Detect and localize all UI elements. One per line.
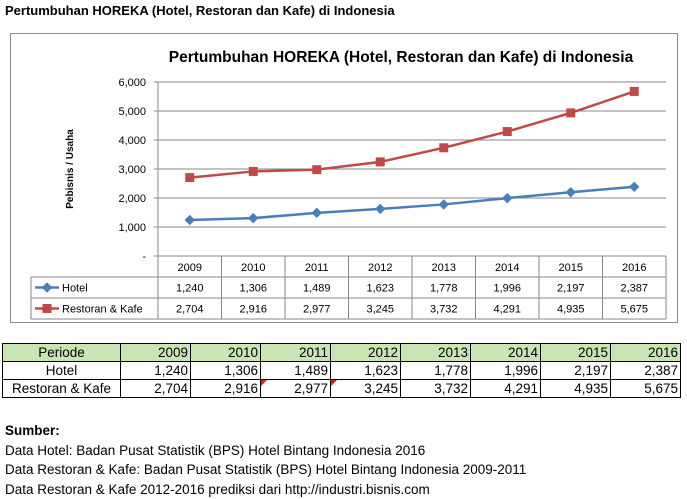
data-point [503,194,512,203]
data-label: 2,387 [620,283,648,295]
data-point [630,87,638,95]
sheet-cell: 4,935 [541,380,611,398]
data-label: 1,778 [430,283,458,295]
x-tick-label: 2011 [305,262,329,274]
sheet-cell: 1,778 [401,362,471,380]
y-tick-label: 6,000 [118,77,146,89]
sheet-cell-commented: 2,977 [261,380,331,398]
sources-block: Sumber: Data Hotel: Badan Pusat Statisti… [5,421,526,499]
data-label: 1,489 [303,283,331,295]
y-tick-label: 4,000 [118,135,146,147]
sheet-row-restoran-kafe: Restoran & Kafe 2,704 2,916 2,977 3,245 … [3,380,681,398]
x-tick-label: 2013 [432,262,456,274]
data-point [313,166,321,174]
y-tick-label: 1,000 [118,222,146,234]
sheet-cell: 1,996 [471,362,541,380]
data-point [312,208,321,217]
data-point [186,174,194,182]
sheet-cell: 1,489 [261,362,331,380]
data-point [249,167,257,175]
sheet-cell: 2,704 [121,380,191,398]
page-title: Pertumbuhan HOREKA (Hotel, Restoran dan … [5,3,395,18]
sheet-cell: 2,197 [541,362,611,380]
sheet-cell: 3,732 [401,380,471,398]
data-point [566,188,575,197]
sheet-year: 2014 [471,344,541,362]
legend-label: Restoran & Kafe [62,304,143,316]
sheet-cell: 1,623 [331,362,401,380]
x-tick-label: 2015 [559,262,583,274]
sheet-year: 2011 [261,344,331,362]
source-line: Data Restoran & Kafe: Badan Pusat Statis… [5,460,526,480]
data-label: 2,916 [239,304,267,316]
sheet-cell-commented: 3,245 [331,380,401,398]
x-tick-label: 2010 [241,262,265,274]
y-axis-label: Pebisnis / Usaha [65,129,76,209]
x-tick-label: 2009 [178,262,202,274]
sheet-year: 2016 [611,344,681,362]
data-label: 1,306 [239,283,267,295]
data-label: 1,240 [176,283,204,295]
y-tick-label: 3,000 [118,164,146,176]
data-label: 5,675 [620,304,648,316]
data-point [440,144,448,152]
data-label: 4,291 [493,304,521,316]
sheet-header-row: Periode 2009 2010 2011 2012 2013 2014 20… [3,344,681,362]
data-label: 2,977 [303,304,331,316]
chart-frame: Pertumbuhan HOREKA (Hotel, Restoran dan … [10,33,678,323]
sheet-cell: 2,387 [611,362,681,380]
sheet-cell: 1,306 [191,362,261,380]
sheet-year: 2012 [331,344,401,362]
sheet-row-label: Hotel [3,362,121,380]
data-label: 3,245 [366,304,394,316]
sheet-cell: 5,675 [611,380,681,398]
sources-heading: Sumber: [5,421,526,441]
data-point [439,200,448,209]
y-tick-label: 5,000 [118,106,146,118]
data-point [43,283,52,292]
data-sheet: Periode 2009 2010 2011 2012 2013 2014 20… [2,343,681,398]
y-tick-label: - [142,251,146,263]
data-point [503,128,511,136]
sheet-cell: 1,240 [121,362,191,380]
chart-svg: Pertumbuhan HOREKA (Hotel, Restoran dan … [11,34,679,324]
legend-label: Hotel [62,283,88,295]
sheet-row-label: Restoran & Kafe [3,380,121,398]
x-tick-label: 2012 [368,262,392,274]
data-label: 2,197 [557,283,585,295]
data-point [567,109,575,117]
data-point [43,305,51,313]
series-line [190,91,635,177]
x-tick-label: 2014 [495,262,519,274]
data-point [185,216,194,225]
data-label: 1,623 [366,283,394,295]
data-label: 2,704 [176,304,204,316]
data-label: 1,996 [493,283,521,295]
sheet-row-hotel: Hotel 1,240 1,306 1,489 1,623 1,778 1,99… [3,362,681,380]
data-label: 4,935 [557,304,585,316]
sheet-cell: 2,916 [191,380,261,398]
y-tick-label: 2,000 [118,193,146,205]
sheet-year: 2013 [401,344,471,362]
sheet-header-label: Periode [3,344,121,362]
data-point [376,158,384,166]
data-label: 3,732 [430,304,458,316]
sheet-year: 2010 [191,344,261,362]
sheet-year: 2015 [541,344,611,362]
data-point [376,204,385,213]
sheet-year: 2009 [121,344,191,362]
sheet-cell: 4,291 [471,380,541,398]
data-point [249,214,258,223]
source-line: Data Hotel: Badan Pusat Statistik (BPS) … [5,441,526,461]
x-tick-label: 2016 [622,262,646,274]
source-line: Data Restoran & Kafe 2012-2016 prediksi … [5,480,526,499]
data-point [630,182,639,191]
chart-title: Pertumbuhan HOREKA (Hotel, Restoran dan … [169,49,634,66]
